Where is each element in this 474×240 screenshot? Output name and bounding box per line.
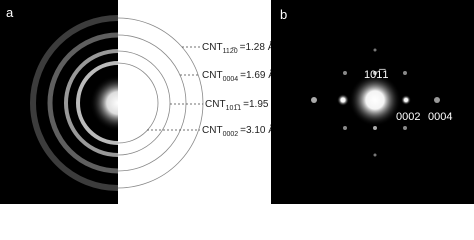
ring-label-subscript: 101̅1 [226,104,242,112]
ring-label: CNT0002 =3.10 Å [202,123,275,138]
ring-label-prefix: CNT [205,99,226,110]
diffraction-rings [30,15,118,191]
ring-label-prefix: CNT [202,125,223,136]
ring-label: CNT101̅1 =1.95 Å [205,97,278,112]
spot-label: 0004 [428,111,452,123]
ring-label-spacing: =1.95 Å [243,97,278,110]
ring-label-prefix: CNT [202,70,223,81]
ring-label-subscript: 112̅0 [223,47,238,55]
ring-arcs [117,17,204,189]
ring-label: CNT112̅0 =1.28 Å [202,40,275,55]
ring-label: CNT0004 =1.69 Å [202,68,275,83]
panel-label: a [6,5,14,20]
spot-label: 0002 [396,111,420,123]
panel-label: b [280,7,287,22]
diffraction-spots [311,48,440,157]
ring-label-subscript: 0002 [223,131,239,138]
ring-label-prefix: CNT [202,42,223,53]
ring-label-subscript: 0004 [223,76,239,83]
leader-lines [147,46,203,131]
ring-label-spacing: =1.69 Å [240,68,275,81]
ring-label-spacing: =3.10 Å [240,123,275,136]
ring-label-spacing: =1.28 Å [240,40,275,53]
spot-label: 101̅1 [364,69,388,81]
